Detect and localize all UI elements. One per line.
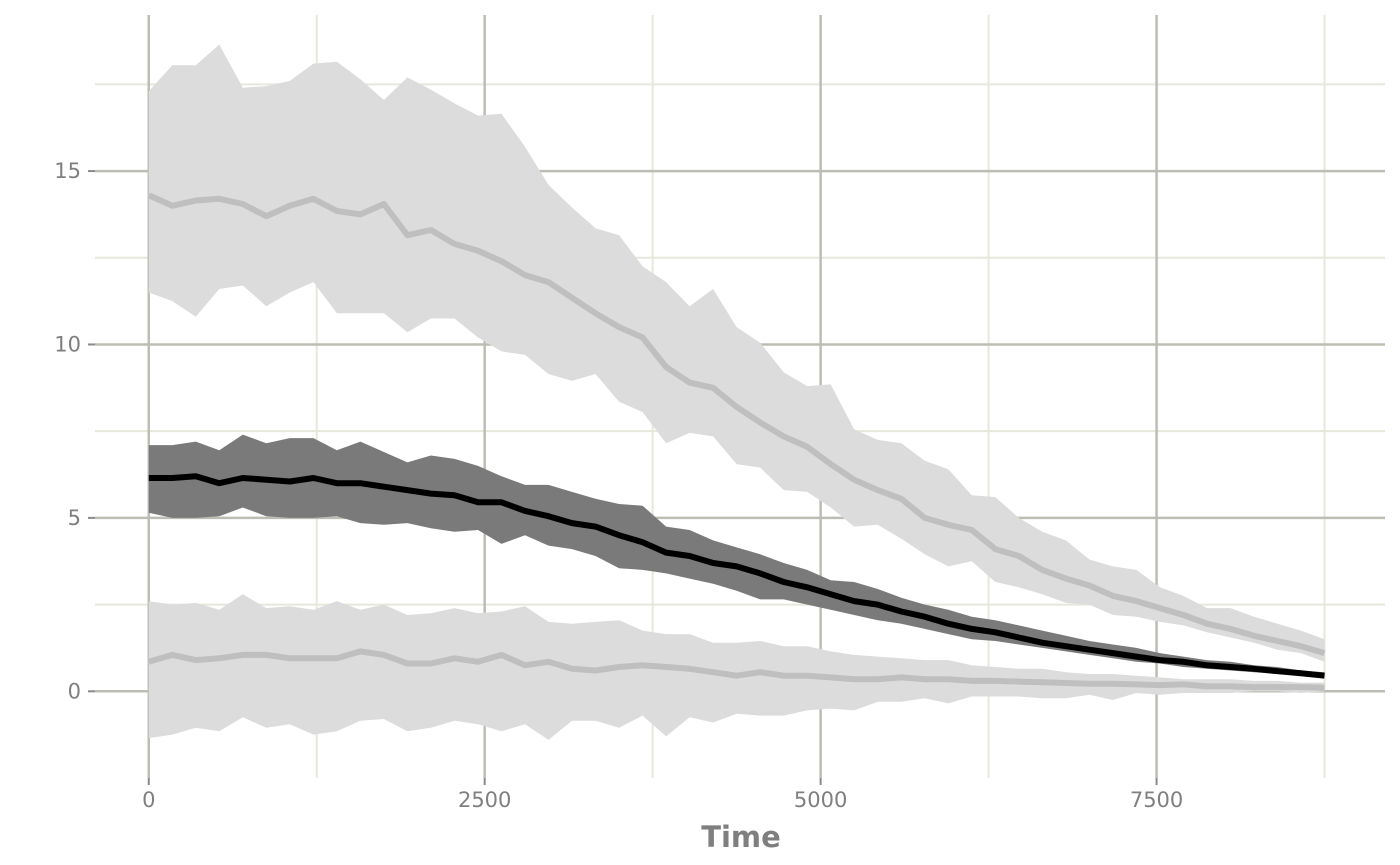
x-tick-label: 7500 — [1130, 788, 1183, 812]
series-lines — [147, 192, 1326, 691]
y-tick-label: 10 — [54, 332, 81, 356]
series-1-band — [148, 44, 1325, 662]
y-axis: 0 5 10 15 — [54, 159, 95, 703]
series-3-line — [148, 473, 1325, 679]
y-tick-label: 5 — [68, 506, 81, 530]
confidence-bands — [148, 44, 1325, 740]
x-tick-label: 2500 — [458, 788, 511, 812]
x-tick-label: 5000 — [794, 788, 847, 812]
x-axis-title: Time — [701, 820, 781, 854]
series-2-line — [147, 648, 1325, 691]
series-1-line — [147, 192, 1326, 656]
y-tick-label: 15 — [54, 159, 81, 183]
x-tick-label: 0 — [142, 788, 155, 812]
y-tick-label: 0 — [68, 679, 81, 703]
x-axis: 0 2500 5000 7500 — [142, 778, 1183, 812]
series-2-band — [148, 594, 1325, 740]
